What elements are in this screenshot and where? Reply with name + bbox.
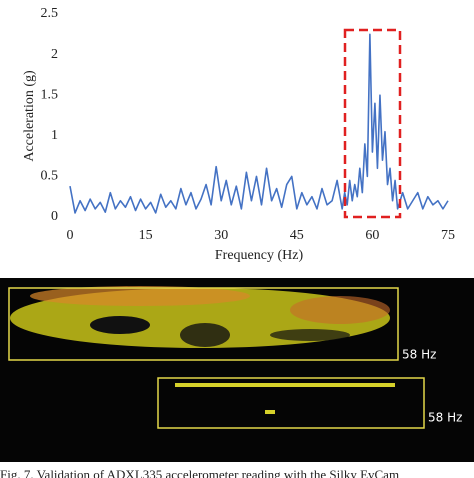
y-tick-label: 2.5 [41, 6, 59, 21]
y-tick-label: 2 [51, 47, 58, 62]
frequency-label: 58 Hz [428, 411, 462, 425]
dark-region [270, 329, 350, 341]
y-tick-label: 1.5 [41, 87, 59, 102]
x-tick-label: 15 [139, 228, 153, 243]
y-tick-label: 0 [51, 209, 58, 224]
x-tick-label: 75 [441, 228, 455, 243]
orange-points [290, 296, 390, 324]
detection-box [8, 287, 399, 361]
orange-points [30, 286, 250, 306]
yellow-points [175, 383, 395, 387]
y-tick-label: 0.5 [41, 169, 59, 184]
x-tick-label: 60 [365, 228, 379, 243]
highlight-box [343, 28, 402, 219]
yellow-points [265, 410, 275, 414]
photo: 58 Hz 58 Hz [0, 278, 474, 462]
spectrum-line [69, 33, 449, 214]
x-axis-label: Frequency (Hz) [215, 248, 304, 263]
caption: Fig. 7. Validation of ADXL335 accelerome… [0, 467, 399, 478]
x-tick-label: 30 [214, 228, 228, 243]
y-axis-label: Acceleration (g) [22, 70, 37, 162]
x-tick-label: 45 [290, 228, 304, 243]
plot-area: 0 0.5 1 1.5 2 2.5 0 15 30 45 60 75 [41, 6, 456, 243]
dark-region [180, 323, 230, 347]
x-tick-label: 0 [67, 228, 74, 243]
frequency-label: 58 Hz [402, 348, 436, 362]
detection-box [157, 377, 425, 429]
y-tick-label: 1 [51, 128, 58, 143]
dark-region [90, 316, 150, 334]
